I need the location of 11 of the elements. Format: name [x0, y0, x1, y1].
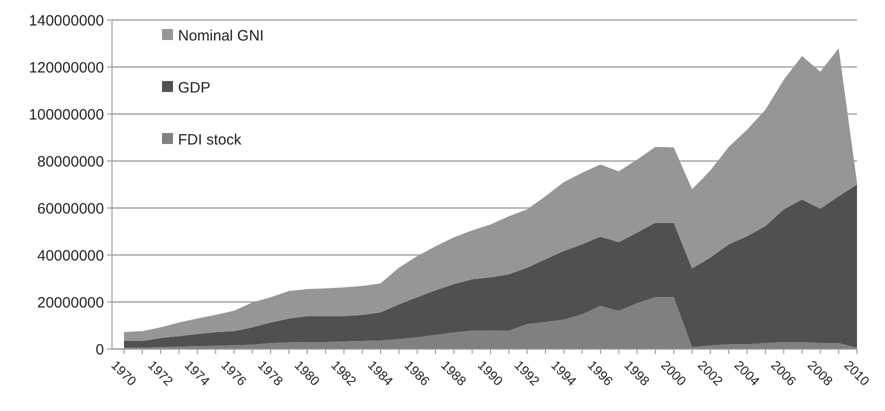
y-tick-label: 40000000: [37, 247, 104, 264]
legend-label: Nominal GNI: [178, 27, 264, 44]
y-tick-label: 120000000: [28, 59, 104, 76]
legend-label: GDP: [178, 79, 211, 96]
y-tick-label: 100000000: [28, 106, 104, 124]
y-tick-label: 0: [96, 341, 104, 358]
y-tick-label: 20000000: [37, 294, 104, 312]
y-tick-label: 60000000: [37, 200, 104, 218]
y-tick-label: 80000000: [37, 153, 104, 170]
y-tick-label: 140000000: [28, 12, 104, 30]
legend-label: FDI stock: [178, 131, 242, 148]
